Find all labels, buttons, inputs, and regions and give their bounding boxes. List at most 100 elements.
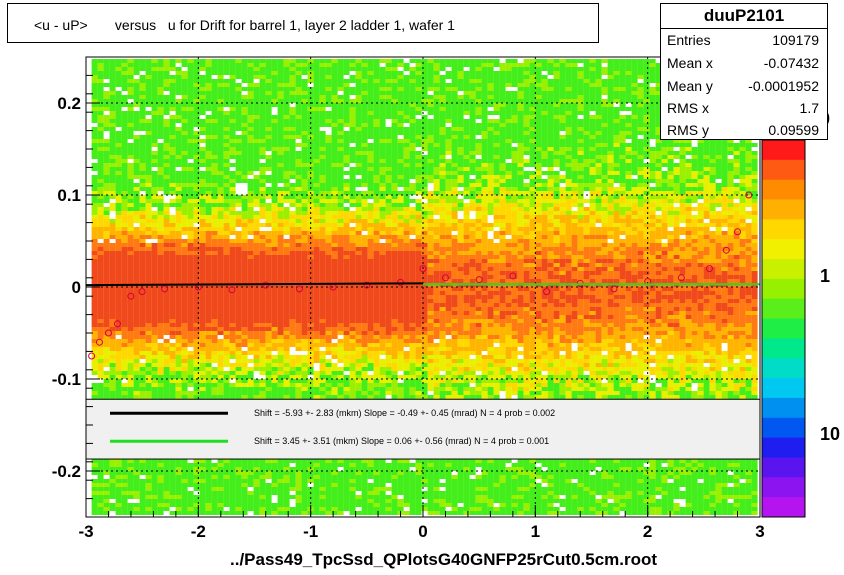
- heat-cell: [97, 163, 104, 167]
- heat-cell: [595, 207, 602, 211]
- heat-cell: [145, 223, 152, 227]
- heat-cell: [211, 223, 218, 227]
- heat-cell: [169, 223, 176, 227]
- heat-cell: [199, 219, 206, 223]
- heat-cell: [535, 143, 542, 147]
- heat-cell: [277, 143, 284, 147]
- heat-cell: [751, 195, 758, 199]
- heat-cell: [685, 163, 692, 167]
- heat-cell: [499, 71, 506, 75]
- heat-cell: [175, 187, 182, 191]
- heat-cell: [577, 163, 584, 167]
- heat-cell: [157, 71, 164, 75]
- heat-cell: [133, 231, 140, 235]
- heat-cell: [355, 183, 362, 187]
- heat-cell: [283, 159, 290, 163]
- heat-cell: [427, 203, 434, 207]
- heat-cell: [97, 79, 104, 83]
- heat-cell: [115, 199, 122, 203]
- heat-cell: [655, 119, 662, 123]
- heat-cell: [589, 171, 596, 175]
- heat-cell: [469, 119, 476, 123]
- heat-cell: [163, 187, 170, 191]
- heat-cell: [667, 155, 674, 159]
- heat-cell: [619, 183, 626, 187]
- heat-cell: [235, 171, 242, 175]
- heat-cell: [193, 111, 200, 115]
- heat-cell: [121, 115, 128, 119]
- heat-cell: [319, 211, 326, 215]
- heat-cell: [157, 83, 164, 87]
- heat-cell: [151, 79, 158, 83]
- heat-cell: [325, 119, 332, 123]
- heat-cell: [181, 119, 188, 123]
- heat-cell: [703, 227, 710, 231]
- heat-cell: [199, 163, 206, 167]
- heat-cell: [169, 171, 176, 175]
- heat-cell: [217, 147, 224, 151]
- heat-cell: [349, 111, 356, 115]
- heat-cell: [667, 167, 674, 171]
- heat-cell: [649, 71, 656, 75]
- heat-cell: [517, 143, 524, 147]
- heat-cell: [229, 227, 236, 231]
- heat-cell: [247, 223, 254, 227]
- heat-cell: [451, 79, 458, 83]
- heat-cell: [487, 75, 494, 79]
- heat-cell: [697, 215, 704, 219]
- heat-cell: [247, 139, 254, 143]
- heat-cell: [379, 71, 386, 75]
- heat-cell: [475, 215, 482, 219]
- heat-cell: [523, 87, 530, 91]
- heat-cell: [697, 151, 704, 155]
- heat-cell: [163, 75, 170, 79]
- heat-cell: [361, 215, 368, 219]
- heat-cell: [547, 143, 554, 147]
- heat-cell: [421, 127, 428, 131]
- heat-cell: [565, 147, 572, 151]
- heat-cell: [553, 235, 560, 239]
- heat-cell: [643, 75, 650, 79]
- heat-cell: [499, 131, 506, 135]
- heat-cell: [517, 223, 524, 227]
- heat-cell: [685, 183, 692, 187]
- heat-cell: [109, 187, 116, 191]
- heat-cell: [649, 87, 656, 91]
- heat-cell: [235, 87, 242, 91]
- heat-cell: [319, 131, 326, 135]
- heat-cell: [193, 103, 200, 107]
- heat-cell: [577, 123, 584, 127]
- heat-cell: [175, 227, 182, 231]
- heat-cell: [331, 103, 338, 107]
- heat-cell: [247, 135, 254, 139]
- heat-cell: [103, 175, 110, 179]
- heat-cell: [739, 231, 746, 235]
- heat-cell: [481, 91, 488, 95]
- heat-cell: [427, 151, 434, 155]
- heat-cell: [565, 67, 572, 71]
- heat-cell: [565, 63, 572, 67]
- heat-cell: [367, 211, 374, 215]
- heat-cell: [703, 199, 710, 203]
- heat-cell: [391, 107, 398, 111]
- heat-cell: [121, 163, 128, 167]
- heat-cell: [535, 71, 542, 75]
- heat-cell: [91, 75, 98, 79]
- heat-cell: [607, 83, 614, 87]
- heat-cell: [319, 231, 326, 235]
- heat-cell: [223, 167, 230, 171]
- heat-cell: [415, 111, 422, 115]
- heat-cell: [157, 59, 164, 63]
- heat-cell: [331, 175, 338, 179]
- heat-cell: [625, 59, 632, 63]
- heat-cell: [715, 195, 722, 199]
- heat-cell: [493, 107, 500, 111]
- heat-cell: [469, 183, 476, 187]
- heat-cell: [619, 207, 626, 211]
- heat-cell: [535, 139, 542, 143]
- heat-cell: [91, 115, 98, 119]
- heat-cell: [205, 175, 212, 179]
- heat-cell: [97, 183, 104, 187]
- heat-cell: [97, 63, 104, 67]
- heat-cell: [295, 103, 302, 107]
